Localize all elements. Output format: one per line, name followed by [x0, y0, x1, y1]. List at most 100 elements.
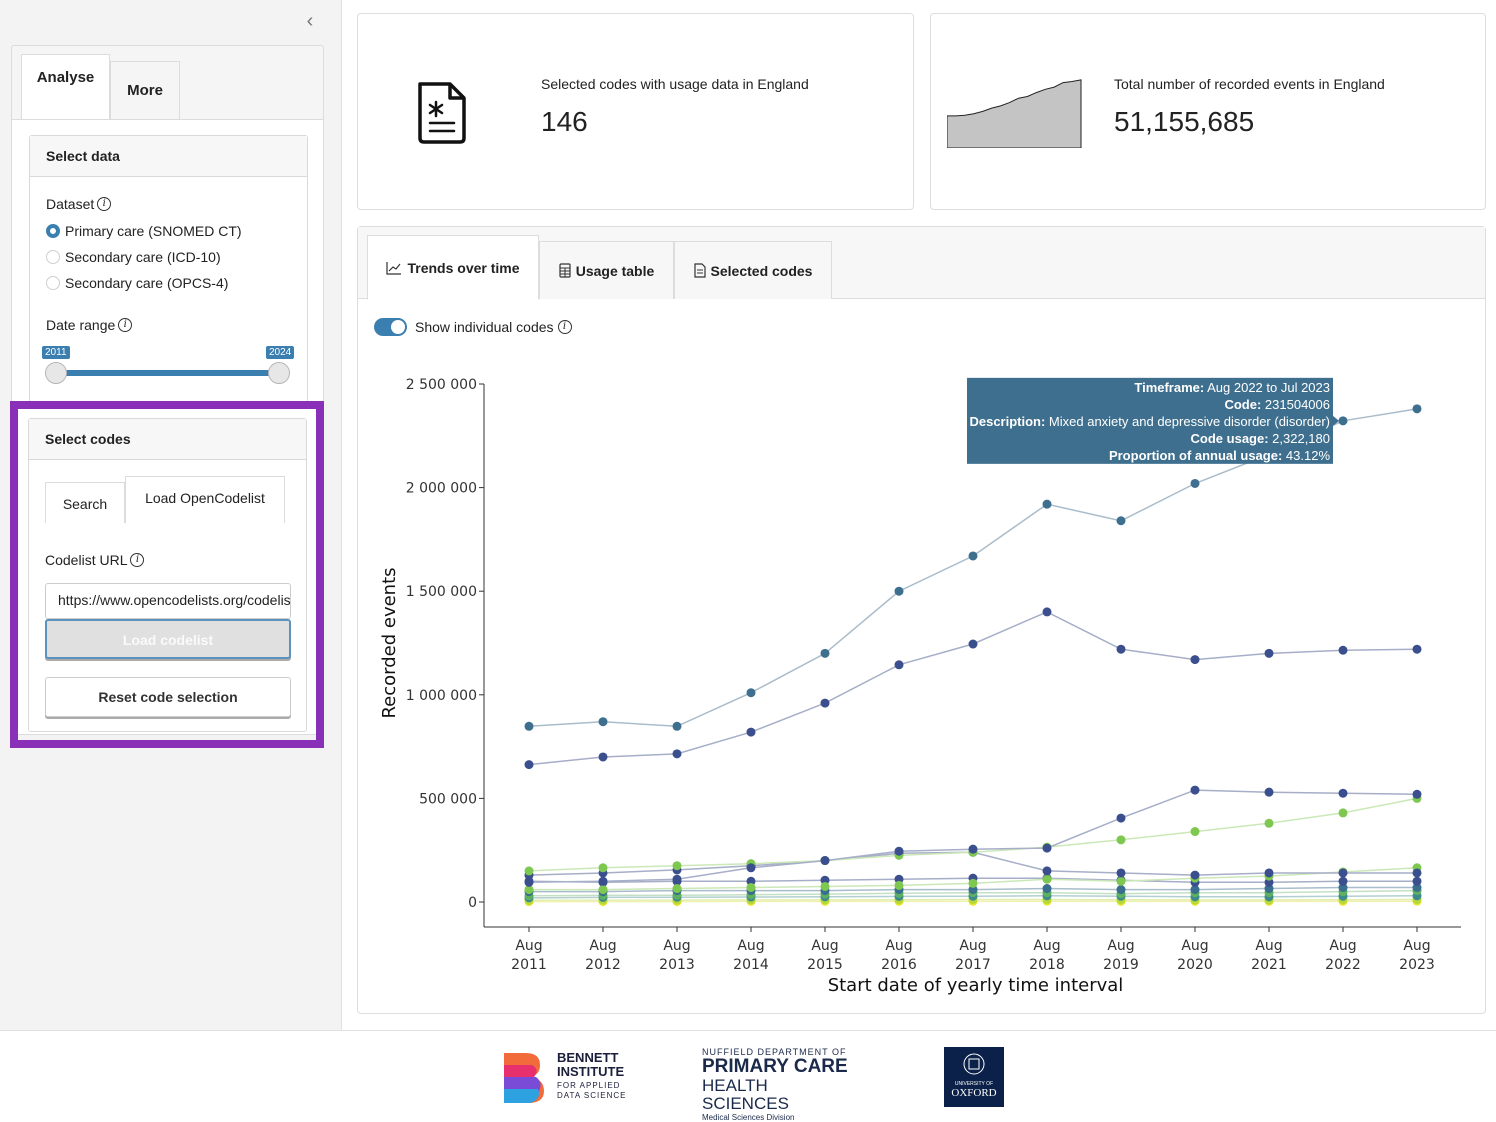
data-point[interactable] [1265, 819, 1274, 828]
data-point[interactable] [747, 728, 756, 737]
data-point[interactable] [747, 863, 756, 872]
data-point[interactable] [1265, 649, 1274, 658]
info-icon[interactable]: i [97, 197, 111, 211]
file-list-icon [694, 263, 706, 278]
data-point[interactable] [895, 587, 904, 596]
data-point[interactable] [599, 877, 608, 886]
data-point[interactable] [1117, 516, 1126, 525]
data-point[interactable] [821, 882, 830, 891]
x-tick-label: 2020 [1177, 957, 1213, 973]
data-point[interactable] [1117, 877, 1126, 886]
radio-button[interactable] [46, 250, 60, 264]
toggle-label-row: Show individual codes i [415, 319, 572, 335]
reset-code-selection-button[interactable]: Reset code selection [45, 677, 291, 717]
data-point[interactable] [1413, 404, 1422, 413]
data-point[interactable] [1413, 868, 1422, 877]
data-point[interactable] [895, 660, 904, 669]
radio-button[interactable] [46, 276, 60, 290]
y-tick-label: 1 500 000 [406, 584, 477, 600]
tab-load-opencodelist[interactable]: Load OpenCodelist [125, 476, 285, 523]
data-point[interactable] [673, 875, 682, 884]
tab-selected-codes[interactable]: Selected codes [674, 241, 832, 299]
data-point[interactable] [1043, 866, 1052, 875]
info-icon[interactable]: i [118, 318, 132, 332]
data-point[interactable] [1117, 835, 1126, 844]
toggle-label: Show individual codes [415, 319, 554, 335]
data-point[interactable] [1191, 479, 1200, 488]
tab-more[interactable]: More [110, 61, 180, 119]
data-point[interactable] [821, 699, 830, 708]
data-point[interactable] [1117, 885, 1126, 894]
data-point[interactable] [969, 879, 978, 888]
date-range-slider[interactable] [55, 370, 279, 376]
radio-secondary-opcs4[interactable]: Secondary care (OPCS-4) [46, 275, 228, 291]
show-individual-codes-toggle[interactable] [374, 318, 407, 336]
data-point[interactable] [1413, 790, 1422, 799]
data-point[interactable] [1043, 607, 1052, 616]
codelist-url-input[interactable]: https://www.opencodelists.org/codelist/ [45, 583, 291, 619]
tab-analyse[interactable]: Analyse [21, 54, 110, 119]
data-point[interactable] [1339, 646, 1348, 655]
data-point[interactable] [1191, 786, 1200, 795]
data-point[interactable] [895, 881, 904, 890]
data-point[interactable] [525, 760, 534, 769]
data-point[interactable] [1413, 645, 1422, 654]
data-point[interactable] [747, 688, 756, 697]
load-codelist-button[interactable]: Load codelist [45, 619, 291, 659]
data-point[interactable] [821, 649, 830, 658]
data-point[interactable] [1339, 416, 1348, 425]
data-point[interactable] [673, 861, 682, 870]
data-point[interactable] [821, 856, 830, 865]
data-point[interactable] [673, 722, 682, 731]
tab-trends-over-time[interactable]: Trends over time [367, 235, 539, 300]
tab-usage-table[interactable]: Usage table [539, 241, 674, 299]
data-point[interactable] [1117, 868, 1126, 877]
data-point[interactable] [1339, 808, 1348, 817]
slider-handle-min[interactable] [45, 362, 67, 384]
data-point[interactable] [1265, 868, 1274, 877]
data-point[interactable] [599, 717, 608, 726]
data-point[interactable] [747, 883, 756, 892]
info-icon[interactable]: i [558, 320, 572, 334]
data-point[interactable] [969, 551, 978, 560]
data-point[interactable] [1339, 868, 1348, 877]
y-tick-label: 2 000 000 [406, 481, 477, 497]
data-point[interactable] [1191, 871, 1200, 880]
data-point[interactable] [599, 752, 608, 761]
data-point[interactable] [1043, 875, 1052, 884]
data-point[interactable] [1043, 844, 1052, 853]
tooltip-key: Timeframe: [1134, 380, 1204, 395]
chevron-left-icon[interactable]: ‹ [300, 10, 320, 32]
main-tabs-bar: Trends over time Usage table Selected co… [358, 227, 1485, 299]
data-point[interactable] [525, 878, 534, 887]
radio-primary-care[interactable]: Primary care (SNOMED CT) [46, 223, 242, 239]
data-point[interactable] [1413, 877, 1422, 886]
data-point[interactable] [673, 749, 682, 758]
data-point[interactable] [1339, 877, 1348, 886]
data-point[interactable] [969, 845, 978, 854]
data-point[interactable] [895, 847, 904, 856]
data-point[interactable] [673, 884, 682, 893]
data-point[interactable] [599, 863, 608, 872]
tab-search[interactable]: Search [45, 482, 125, 523]
data-point[interactable] [525, 722, 534, 731]
data-point[interactable] [1265, 788, 1274, 797]
data-point[interactable] [1191, 827, 1200, 836]
x-tick-label: Aug [515, 938, 542, 954]
data-point[interactable] [1191, 655, 1200, 664]
data-point[interactable] [1117, 814, 1126, 823]
slider-handle-max[interactable] [268, 362, 290, 384]
data-point[interactable] [969, 640, 978, 649]
data-point[interactable] [525, 866, 534, 875]
data-point[interactable] [1043, 500, 1052, 509]
data-point[interactable] [599, 885, 608, 894]
tooltip-value: 43.12% [1282, 448, 1330, 463]
data-point[interactable] [1043, 884, 1052, 893]
data-point[interactable] [1117, 645, 1126, 654]
data-point[interactable] [1339, 789, 1348, 798]
radio-secondary-icd10[interactable]: Secondary care (ICD-10) [46, 249, 221, 265]
table-icon [559, 263, 571, 278]
info-icon[interactable]: i [130, 553, 144, 567]
codelist-url-label-row: Codelist URL i [45, 552, 144, 568]
radio-button-checked[interactable] [46, 224, 60, 238]
